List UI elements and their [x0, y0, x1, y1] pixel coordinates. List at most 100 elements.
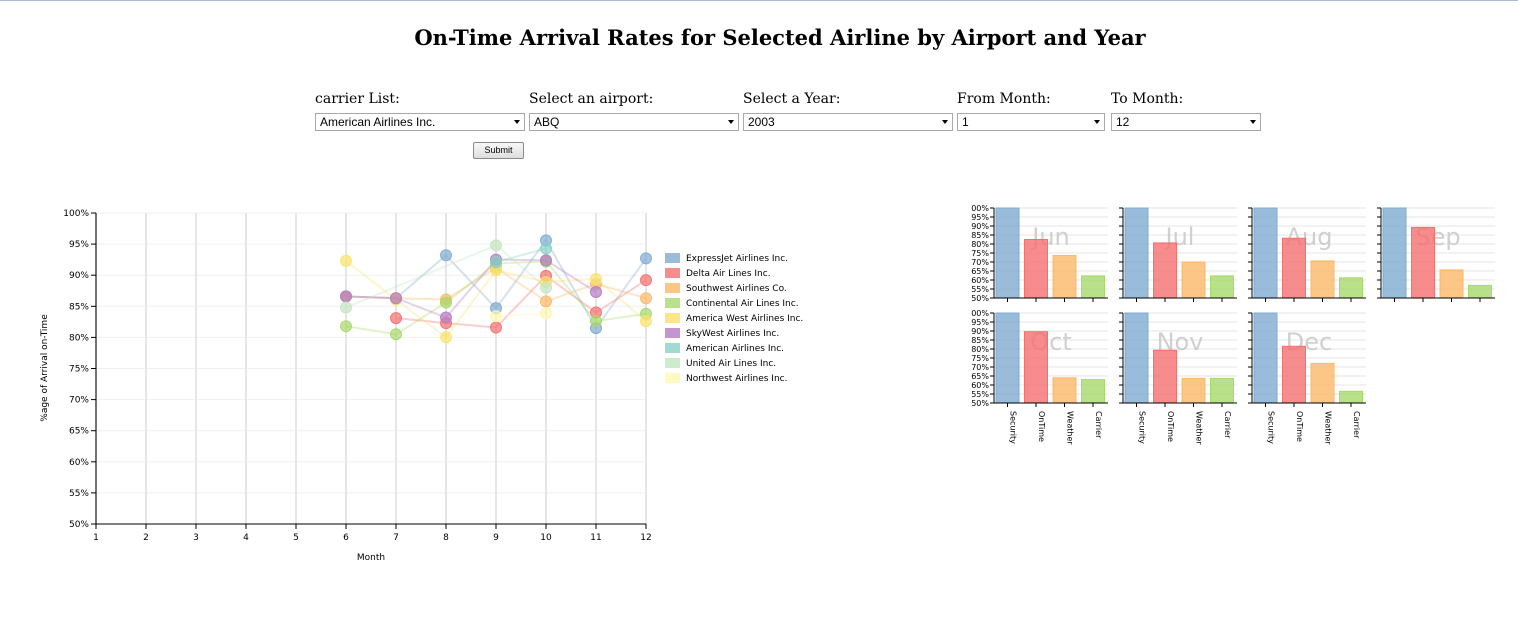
bar — [1253, 207, 1278, 299]
y-tick-label: 55% — [971, 285, 989, 294]
legend-label: Continental Air Lines Inc. — [686, 299, 799, 309]
grid — [95, 212, 647, 525]
x-tick-label: 6 — [343, 533, 349, 543]
data-point — [340, 290, 352, 303]
dropdown-arrow-icon — [728, 120, 734, 124]
series — [390, 269, 652, 334]
bar — [1282, 237, 1306, 299]
bar — [995, 312, 1020, 404]
data-point — [390, 328, 402, 341]
data-point — [540, 295, 552, 308]
data-point — [490, 256, 502, 269]
category-label: Carrier — [1223, 411, 1232, 439]
y-tick-label: 65% — [971, 267, 989, 276]
category-label: OnTime — [1166, 411, 1175, 442]
bar — [1253, 312, 1278, 404]
bar — [1081, 275, 1105, 299]
data-point — [590, 315, 602, 328]
data-point — [440, 249, 452, 262]
from-month-select[interactable]: 1 — [957, 113, 1105, 131]
y-tick-label: 65% — [69, 427, 89, 437]
x-tick-label: 2 — [143, 533, 149, 543]
carrier-control: carrier List: American Airlines Inc. — [315, 91, 525, 131]
carrier-select[interactable]: American Airlines Inc. — [315, 113, 525, 131]
legend-label: American Airlines Inc. — [686, 344, 784, 354]
axes: 50%55%60%65%70%75%80%85%90%95%100%1 2 3 4 5 6… — [40, 209, 652, 563]
bar — [1310, 362, 1335, 404]
category-label: Security — [1138, 411, 1147, 444]
y-tick-label: 70% — [69, 396, 89, 406]
legend-label: SkyWest Airlines Inc. — [686, 329, 779, 339]
bar-panel: Aug — [1248, 207, 1366, 302]
bar — [1282, 345, 1306, 404]
series-line — [395, 274, 647, 329]
bar — [1024, 331, 1048, 404]
legend: ExpressJet Airlines Inc. Delta Air Lines … — [665, 253, 803, 384]
year-select-value: 2003 — [748, 115, 775, 129]
bar-panel: Jul — [1119, 207, 1237, 302]
bar — [1382, 207, 1407, 299]
bar — [1210, 275, 1234, 299]
y-tick-label: 70% — [971, 258, 989, 267]
y-tick-label: 80% — [971, 240, 989, 249]
x-tick-label: 5 — [293, 533, 299, 543]
bar — [1339, 277, 1363, 299]
data-point — [540, 242, 552, 255]
category-label: OnTime — [1295, 411, 1304, 442]
series — [490, 242, 552, 269]
bar — [1081, 379, 1105, 404]
y-tick-label: 100% — [63, 209, 89, 219]
series-group — [340, 234, 652, 344]
category-label: OnTime — [1037, 411, 1046, 442]
legend-swatch — [665, 313, 680, 323]
airport-control: Select an airport: ABQ — [529, 91, 739, 131]
x-tick-label: 1 — [93, 533, 99, 543]
category-label: Weather — [1066, 411, 1075, 445]
legend-swatch — [665, 253, 680, 263]
y-tick-label: 70% — [971, 363, 989, 372]
y-tick-label: 95% — [971, 213, 989, 222]
y-tick-label: 85% — [69, 302, 89, 312]
bar — [1310, 260, 1335, 299]
airport-select[interactable]: ABQ — [529, 113, 739, 131]
data-point — [440, 296, 452, 309]
y-tick-label: 60% — [69, 458, 89, 468]
y-tick-label: 95% — [971, 318, 989, 327]
bar — [1153, 349, 1177, 404]
year-select[interactable]: 2003 — [743, 113, 953, 131]
submit-button[interactable]: Submit — [473, 142, 524, 159]
page-title: On-Time Arrival Rates for Selected Airli… — [414, 25, 1146, 50]
legend-label: ExpressJet Airlines Inc. — [686, 254, 788, 264]
bar — [1124, 207, 1149, 299]
to-month-select-value: 12 — [1116, 115, 1130, 129]
legend-label: Southwest Airlines Co. — [686, 284, 787, 294]
carrier-select-value: American Airlines Inc. — [320, 115, 436, 129]
x-tick-label: 11 — [590, 533, 601, 543]
data-point — [390, 312, 402, 325]
from-month-control: From Month: 1 — [957, 91, 1105, 131]
data-point — [340, 254, 352, 267]
y-tick-label: 90% — [69, 271, 89, 281]
to-month-select[interactable]: 12 — [1111, 113, 1261, 131]
category-label: Carrier — [1352, 411, 1361, 439]
year-control: Select a Year: 2003 — [743, 91, 953, 131]
data-point — [590, 285, 602, 298]
series-line — [495, 247, 547, 264]
data-point — [390, 292, 402, 305]
category-label: Weather — [1195, 411, 1204, 445]
y-tick-label: 80% — [69, 333, 89, 343]
data-point — [640, 315, 652, 328]
y-tick-label: 90% — [971, 222, 989, 231]
legend-label: Northwest Airlines Inc. — [686, 374, 787, 384]
from-month-label: From Month: — [957, 91, 1051, 107]
dropdown-arrow-icon — [1094, 120, 1100, 124]
legend-swatch — [665, 328, 680, 338]
y-tick-label: 75% — [69, 365, 89, 375]
bar — [1124, 312, 1149, 404]
y-axis-label: %age of Arrival on-Time — [40, 314, 50, 422]
bar — [1052, 377, 1077, 404]
